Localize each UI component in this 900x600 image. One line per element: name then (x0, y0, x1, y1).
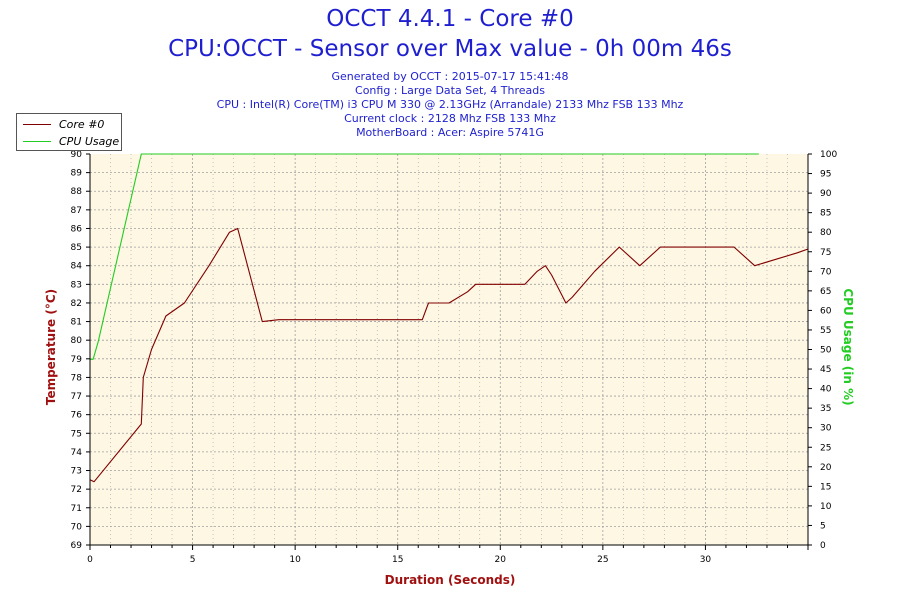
y-tick-label-right: 90 (820, 189, 832, 199)
y-tick-label-left: 71 (71, 504, 82, 514)
y-tick-label-right: 85 (820, 209, 831, 219)
y-tick-label-right: 60 (820, 306, 832, 316)
legend-swatch-core0 (23, 123, 51, 125)
y-tick-label-left: 90 (71, 150, 83, 160)
legend-swatch-cpu-usage (23, 140, 51, 142)
x-tick-label: 25 (597, 555, 608, 565)
y-tick-label-right: 75 (820, 248, 831, 258)
info-cpu: CPU : Intel(R) Core(TM) i3 CPU M 330 @ 2… (216, 98, 684, 111)
y-tick-label-left: 72 (71, 485, 82, 495)
y-tick-label-right: 95 (820, 170, 831, 180)
y-tick-label-right: 25 (820, 443, 831, 453)
chart-title: OCCT 4.4.1 - Core #0 (326, 6, 574, 32)
y-tick-label-left: 80 (71, 336, 83, 346)
y-tick-label-right: 55 (820, 326, 831, 336)
y-tick-label-left: 86 (71, 224, 83, 234)
x-tick-label: 20 (495, 555, 507, 565)
legend-label-cpu-usage: CPU Usage (59, 134, 120, 148)
series-line-cpu-usage (90, 153, 759, 360)
y-tick-label-right: 45 (820, 365, 831, 375)
y-tick-label-left: 83 (71, 280, 82, 290)
axes (86, 153, 812, 550)
y-tick-label-right: 0 (820, 541, 826, 551)
legend-item-core0: Core #0 (23, 116, 104, 132)
info-config: Config : Large Data Set, 4 Threads (355, 84, 545, 97)
series-line-core0 (89, 227, 809, 483)
y-tick-label-left: 87 (71, 206, 82, 216)
y-tick-label-right: 10 (820, 502, 832, 512)
y-tick-label-left: 82 (71, 299, 82, 309)
y-tick-label-right: 50 (820, 346, 832, 356)
y-tick-label-left: 75 (71, 429, 82, 439)
y-tick-label-left: 79 (71, 355, 83, 365)
y-tick-label-left: 88 (71, 187, 83, 197)
y-tick-label-left: 78 (71, 373, 83, 383)
y-tick-label-left: 69 (71, 541, 83, 551)
y-tick-label-left: 89 (71, 169, 83, 179)
x-axis-title: Duration (Seconds) (384, 573, 516, 587)
x-tick-label: 0 (87, 555, 93, 565)
y-tick-label-left: 70 (71, 522, 83, 532)
y-tick-label-right: 35 (820, 404, 831, 414)
y-tick-label-right: 15 (820, 482, 831, 492)
info-generated: Generated by OCCT : 2015-07-17 15:41:48 (331, 70, 569, 83)
x-tick-label: 30 (700, 555, 712, 565)
info-motherboard: MotherBoard : Acer: Aspire 5741G (356, 126, 544, 139)
y-tick-label-right: 40 (820, 385, 832, 395)
legend-label-core0: Core #0 (59, 117, 105, 131)
y-tick-label-left: 84 (71, 262, 83, 272)
y-tick-label-left: 76 (71, 411, 83, 421)
y-tick-label-right: 80 (820, 228, 832, 238)
y-tick-label-right: 70 (820, 267, 832, 277)
y-tick-label-right: 20 (820, 463, 832, 473)
x-tick-label: 15 (392, 555, 403, 565)
y-tick-label-left: 73 (71, 467, 82, 477)
y-tick-label-left: 81 (71, 318, 82, 328)
plot-area (90, 154, 808, 545)
legend-item-cpu-usage: CPU Usage (23, 133, 119, 149)
y-tick-label-left: 74 (71, 448, 83, 458)
info-clock: Current clock : 2128 Mhz FSB 133 Mhz (344, 112, 556, 125)
chart-subtitle: CPU:OCCT - Sensor over Max value - 0h 00… (168, 36, 732, 62)
legend: Core #0 CPU Usage (16, 113, 122, 151)
x-tick-label: 5 (190, 555, 196, 565)
grid-lines (90, 154, 808, 545)
y-tick-label-left: 77 (71, 392, 82, 402)
y-tick-label-right: 5 (820, 521, 826, 531)
y-tick-label-right: 65 (820, 287, 831, 297)
y-axis-title-left: Temperature (°C) (44, 288, 58, 406)
y-axis-title-right: CPU Usage (in %) (841, 288, 855, 406)
series-layer (89, 153, 809, 483)
y-tick-label-right: 30 (820, 424, 832, 434)
tick-labels: 69 70 71 72 73 74 75 76 77 78 79 80 81 82 83 84 85 86 87 88… (71, 150, 838, 565)
x-tick-label: 10 (289, 555, 301, 565)
y-tick-label-right: 100 (820, 150, 837, 160)
y-tick-label-left: 85 (71, 243, 82, 253)
